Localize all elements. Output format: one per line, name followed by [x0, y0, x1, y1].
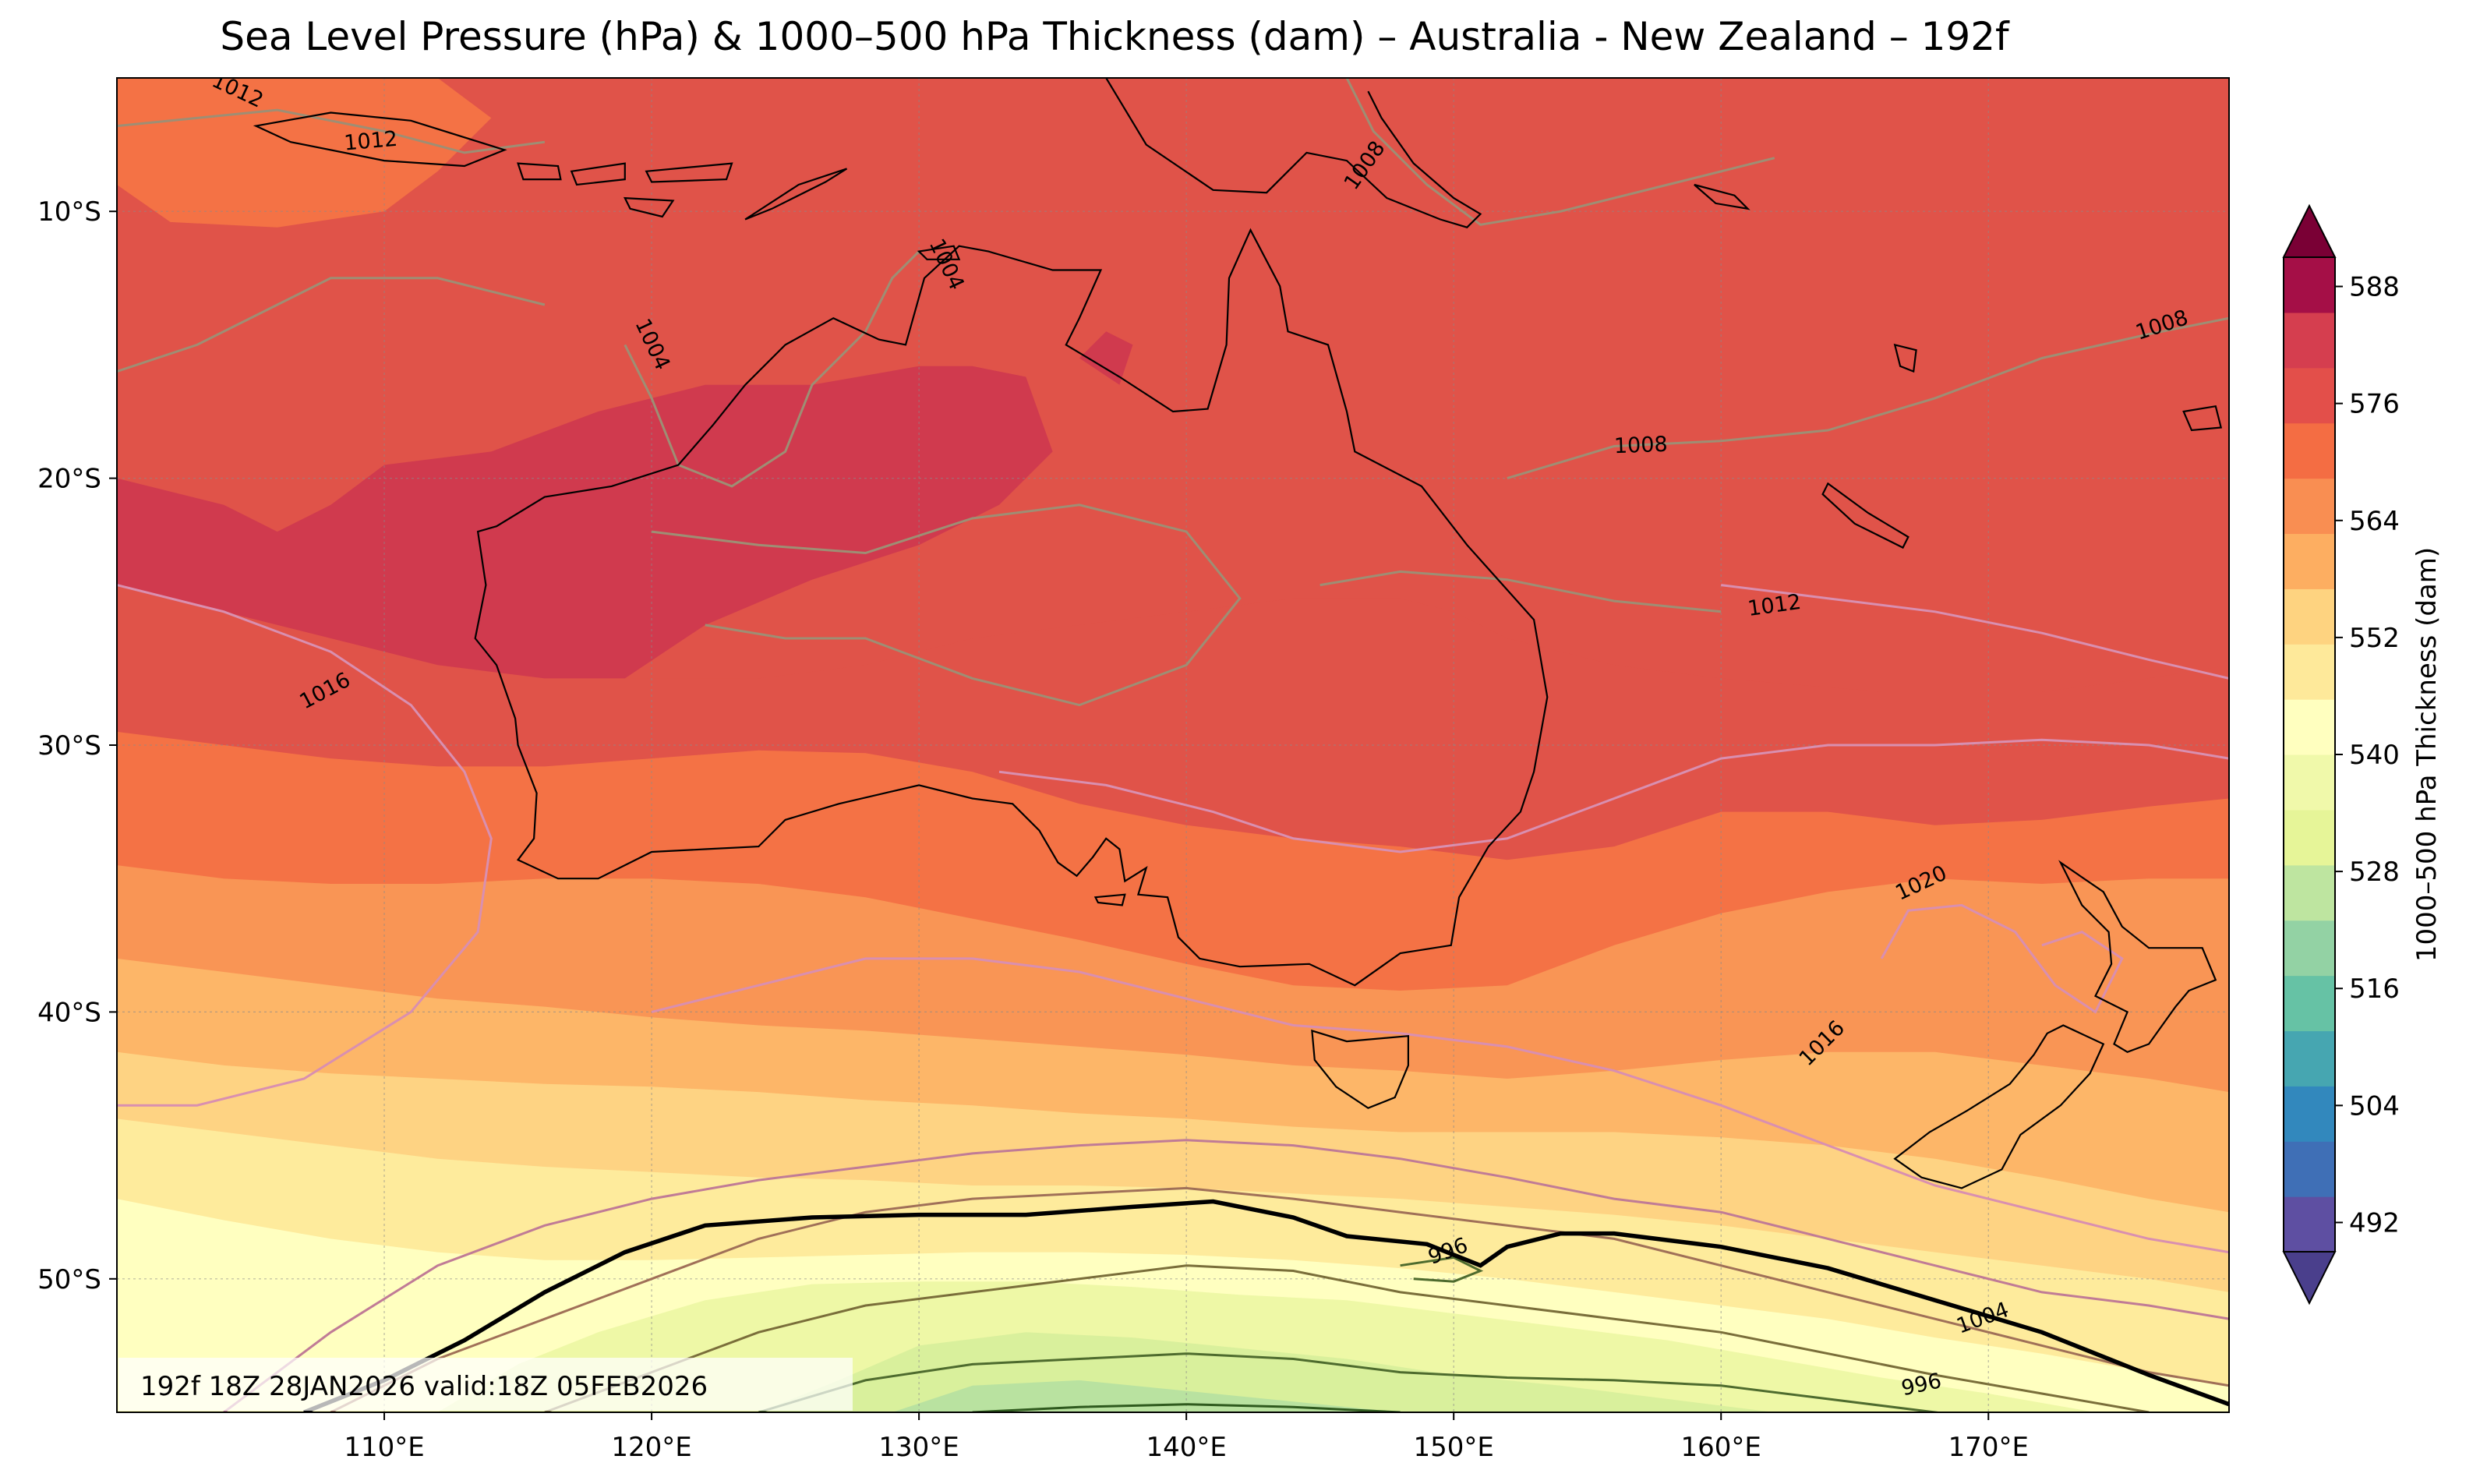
lat-tick-label: 50°S: [37, 1264, 101, 1295]
melville-island-coastline: [917, 245, 961, 260]
colorbar-segment: [2284, 367, 2335, 424]
colorbar-tick-label: 540: [2349, 740, 2400, 771]
lon-tick-label: 110°E: [344, 1432, 424, 1463]
colorbar-tick-label: 588: [2349, 272, 2400, 303]
thickness-540-line: [303, 1199, 2229, 1412]
lat-tick-label: 10°S: [37, 196, 101, 228]
new-zealand-south-coastline: [1893, 1024, 2105, 1189]
colorbar-tick-label: 552: [2349, 623, 2400, 654]
timor-coastline: [744, 168, 848, 221]
lon-tick-label: 140°E: [1146, 1432, 1226, 1463]
colorbar-title: 1000–500 hPa Thickness (dam): [2411, 547, 2443, 962]
lon-tick-label: 160°E: [1681, 1432, 1761, 1463]
isobar-line: [651, 504, 1242, 707]
coastlines: [253, 78, 2223, 1189]
colorbar-segment: [2284, 644, 2335, 700]
colorbar-segment: [2284, 864, 2335, 921]
lon-tick-label: 150°E: [1413, 1432, 1493, 1463]
colorbar-segment: [2284, 1196, 2335, 1253]
colorbar-tick-label: 576: [2349, 389, 2400, 420]
solomon-islands-coastline: [1694, 183, 1750, 210]
sumba-coastline: [623, 196, 675, 218]
isobar-line: [330, 1186, 2229, 1412]
isobar-line: [998, 738, 2229, 853]
colorbar-tick-label: 504: [2349, 1090, 2400, 1122]
colorbar-extend-max: [2282, 203, 2337, 258]
java-coastline: [253, 111, 507, 168]
isobar-line: [1721, 584, 2229, 680]
lat-tick-label: 20°S: [37, 464, 101, 495]
new-caledonia-coastline: [1821, 482, 1909, 549]
colorbar-segment: [2284, 1030, 2335, 1086]
isobar-line: [758, 1352, 1945, 1412]
tasmania-coastline: [1311, 1029, 1409, 1109]
isobar-line: [1507, 316, 2229, 480]
map-gridlines: [117, 78, 2229, 1412]
map-title: Sea Level Pressure (hPa) & 1000–500 hPa …: [220, 14, 2009, 59]
colorbar-segment: [2284, 422, 2335, 479]
new-guinea-coastline: [1104, 78, 1482, 228]
colorbar-segment: [2284, 478, 2335, 535]
colorbar-segment: [2284, 588, 2335, 645]
flores-coastline: [645, 162, 733, 183]
isobar-line: [651, 957, 2229, 1254]
thickness-band-582-gulf: [1079, 331, 1133, 385]
colorbar-tick-label: 492: [2349, 1207, 2400, 1238]
kangaroo-island-coastline: [1093, 893, 1126, 906]
isobar-line: [117, 584, 493, 1107]
colorbar-segment: [2284, 975, 2335, 1032]
isobar-line: [117, 108, 546, 154]
australia-coastline: [474, 228, 1549, 987]
colorbar-segment: [2284, 1141, 2335, 1197]
isobar-line: [117, 277, 546, 373]
colorbar-extend-min: [2282, 1251, 2337, 1306]
lon-tick-label: 120°E: [611, 1432, 691, 1463]
isobar-line: [544, 1264, 2150, 1412]
thickness-bands: [117, 78, 2229, 1412]
lat-tick-label: 30°S: [37, 730, 101, 761]
isobar-line: [223, 1139, 2229, 1412]
colorbar-segment: [2284, 1086, 2335, 1142]
forecast-stamp-text: 192f 18Z 28JAN2026 valid:18Z 05FEB2026: [140, 1371, 708, 1402]
thickness-colorbar: 492 504 516 528 540 552 564 576 588 1000–500 hPa …: [2282, 203, 2443, 1306]
colorbar-tick-label: 528: [2349, 857, 2400, 888]
lat-tick-label: 40°S: [37, 997, 101, 1028]
fiji-coastline: [2182, 405, 2223, 432]
thickness-band-522: [892, 1380, 1401, 1412]
isobar-line: [624, 250, 920, 488]
latitude-axis: 10°S 20°S 30°S 40°S 50°S: [37, 196, 117, 1295]
isobar-lines: [117, 78, 2229, 1412]
colorbar-segment: [2284, 533, 2335, 589]
isobar-line: [1319, 570, 1722, 613]
new-zealand-north-coastline: [2058, 860, 2217, 1054]
colorbar-segment: [2284, 257, 2335, 313]
isobar-line: [1345, 78, 1775, 226]
colorbar-segment: [2284, 699, 2335, 755]
colorbar-tick-label: 516: [2349, 973, 2400, 1005]
forecast-stamp: 192f 18Z 28JAN2026 valid:18Z 05FEB2026: [118, 1358, 853, 1411]
isobar-label: 1008: [1613, 433, 1668, 458]
forecast-stamp-box: [118, 1358, 853, 1411]
colorbar-segment: [2284, 809, 2335, 866]
sumbawa-coastline: [570, 162, 626, 186]
bali-lombok-coastline: [517, 162, 562, 181]
isobar-line: [972, 1403, 1401, 1412]
isobar-line: [1880, 903, 2124, 1014]
longitude-axis: 110°E 120°E 130°E 140°E 150°E 160°E 170°E: [344, 1412, 2029, 1463]
colorbar-segment: [2284, 754, 2335, 811]
colorbar-tick-label: 564: [2349, 506, 2400, 537]
colorbar-segment: [2284, 312, 2335, 369]
thickness-band-570-north: [117, 78, 492, 228]
colorbar-segment: [2284, 920, 2335, 977]
lon-tick-label: 170°E: [1948, 1432, 2029, 1463]
isobar-line: [1400, 1256, 1484, 1283]
vanuatu-coastline: [1893, 343, 1917, 373]
isobar-label: 1012: [343, 127, 398, 156]
lon-tick-label: 130°E: [878, 1432, 959, 1463]
